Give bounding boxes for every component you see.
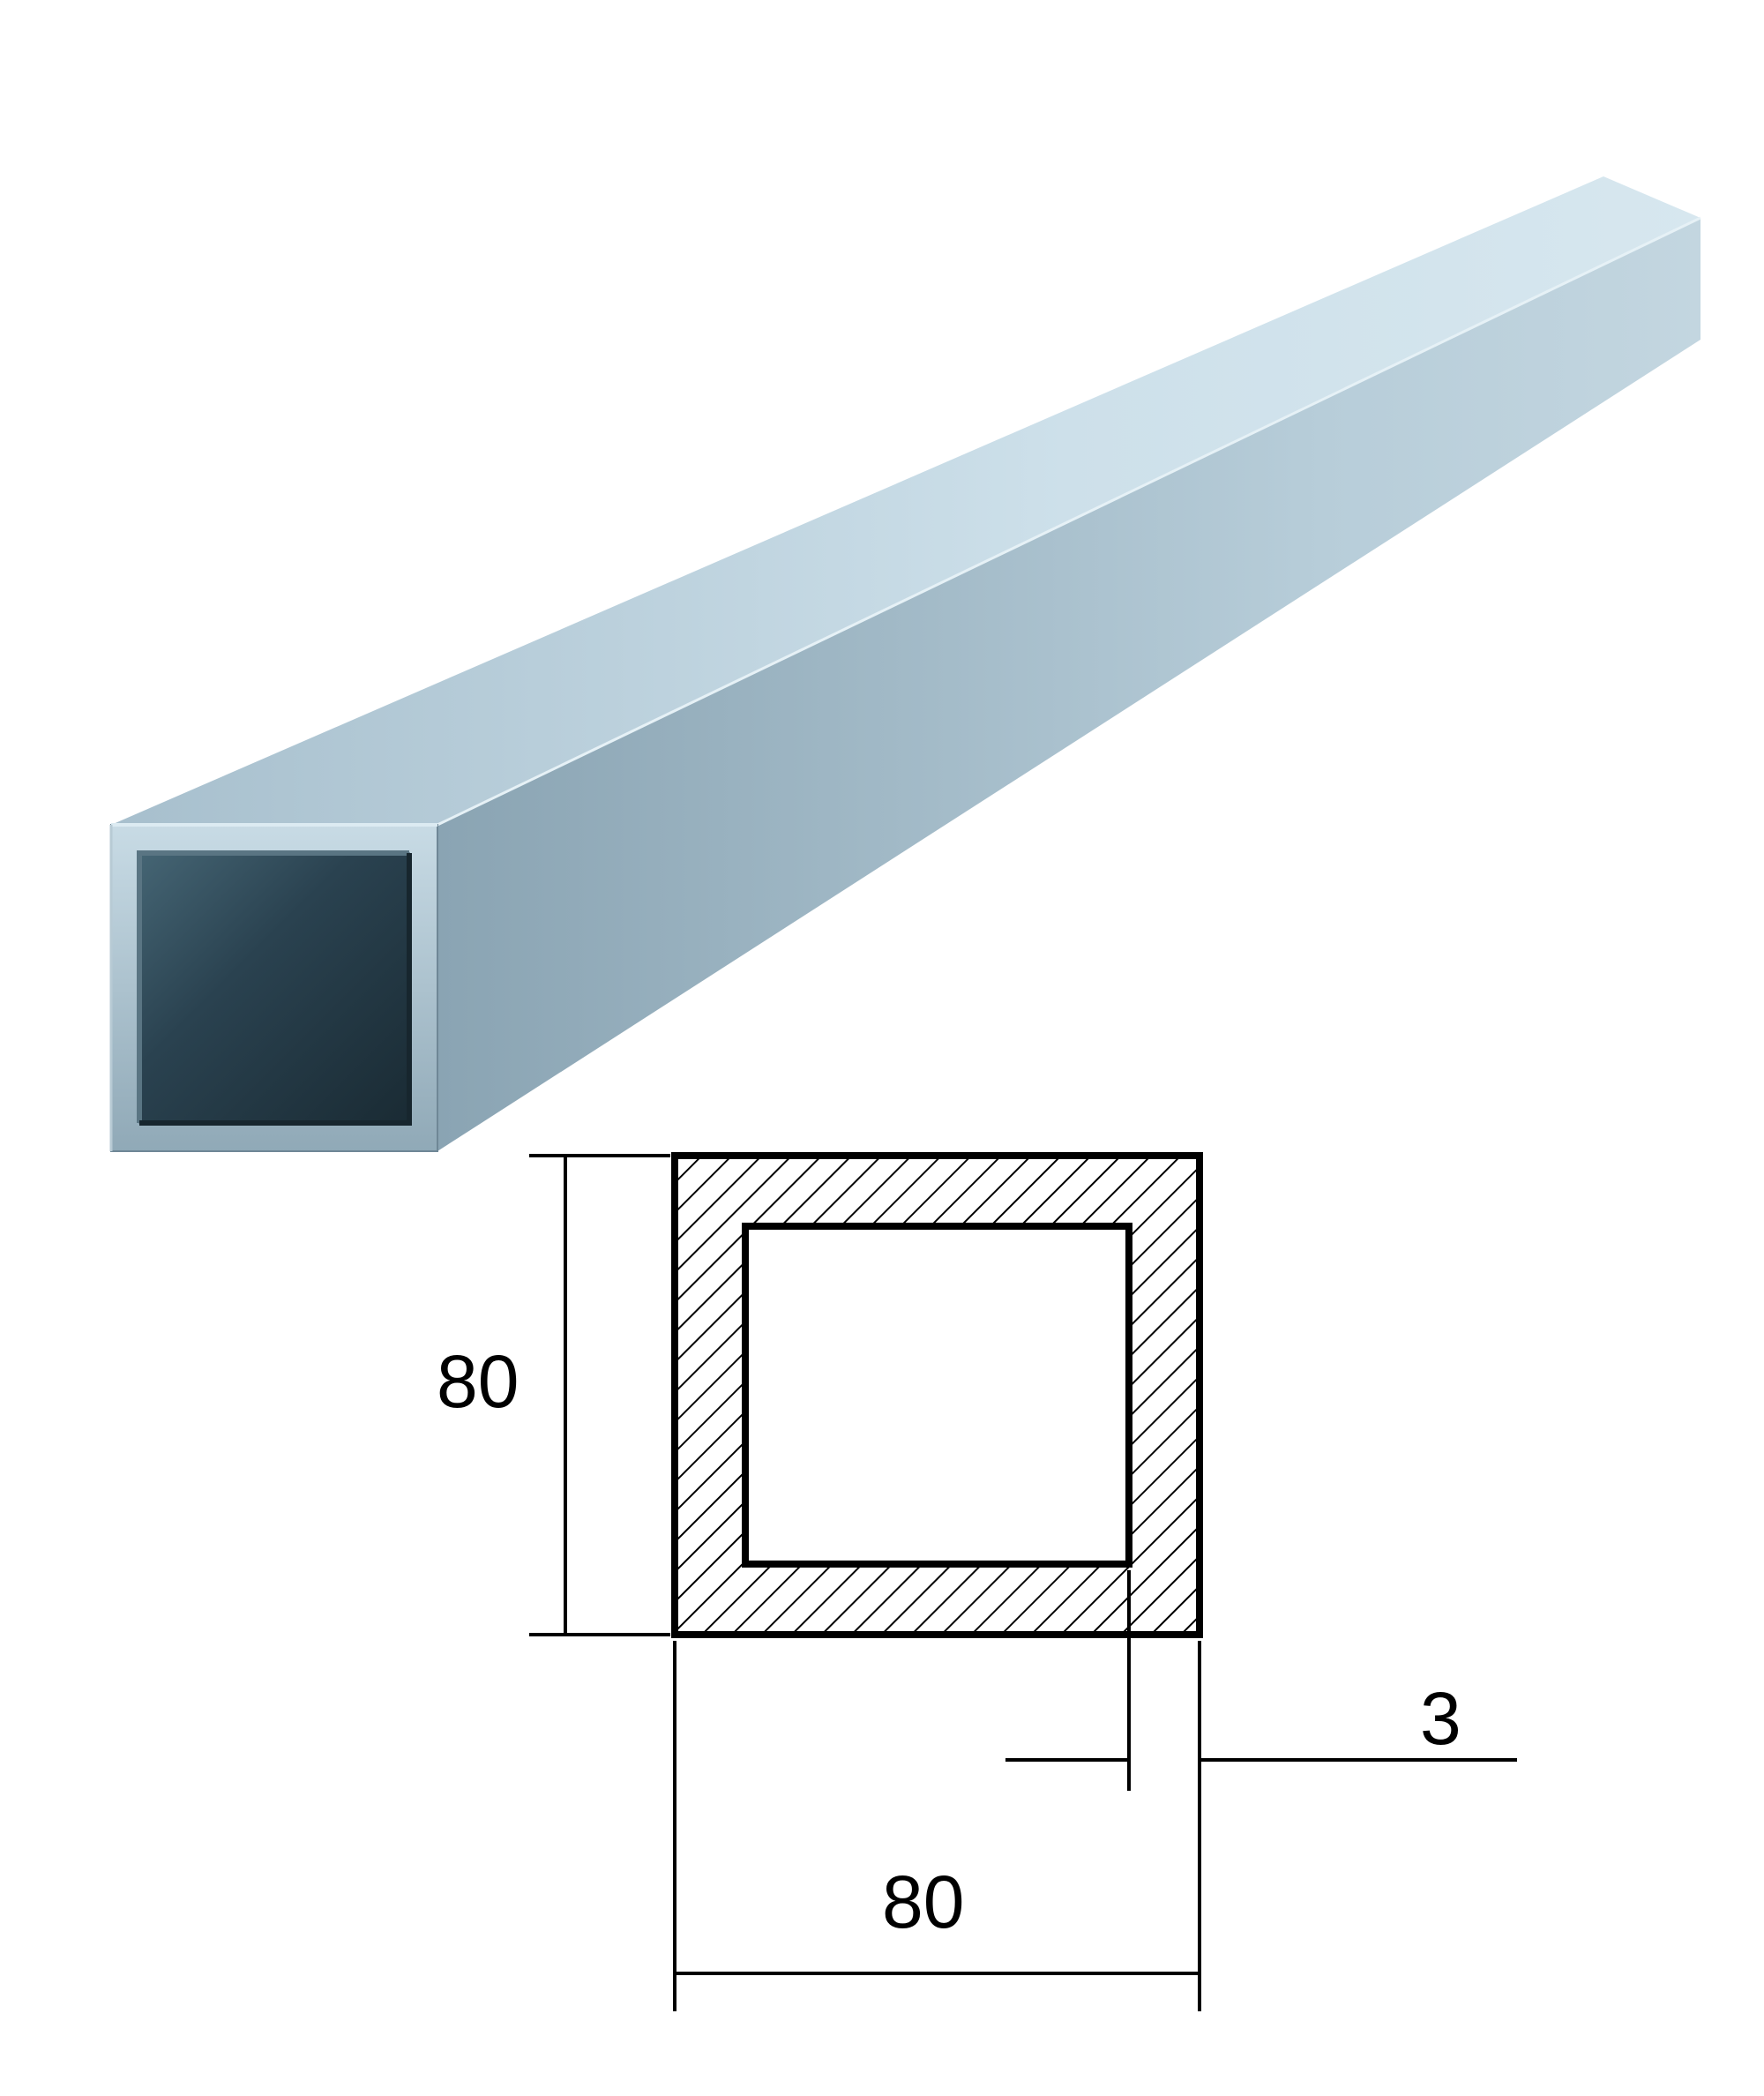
dimension-height-label: 80: [437, 1339, 519, 1425]
section-square: [675, 1156, 1200, 1635]
page-root: 80 80 3: [0, 0, 1764, 2096]
dimension-height: [529, 1156, 670, 1635]
cross-section-drawing: [0, 0, 1764, 2096]
dimension-width-label: 80: [882, 1860, 964, 1945]
dimension-width: [675, 1641, 1200, 2011]
dimension-wall-label: 3: [1420, 1676, 1461, 1762]
